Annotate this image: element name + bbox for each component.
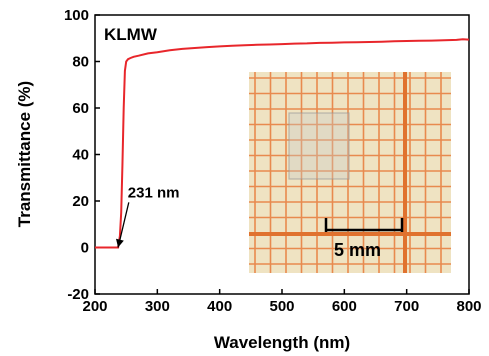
x-tick-label: 300 [145, 298, 170, 315]
y-tick-label: 80 [72, 54, 89, 71]
x-tick-label: 600 [332, 298, 357, 315]
y-tick-label: 40 [72, 147, 89, 164]
x-tick-label: 500 [269, 298, 294, 315]
sample-label: KLMW [104, 25, 158, 44]
y-axis-title: Transmittance (%) [15, 81, 34, 227]
y-tick-label: 20 [72, 193, 89, 210]
scale-bar [324, 218, 404, 232]
y-tick-label: 100 [64, 7, 89, 24]
x-tick-label: 700 [394, 298, 419, 315]
y-tick-label: 60 [72, 100, 89, 117]
x-tick-label: 800 [456, 298, 481, 315]
inset-photo: 5 mm [249, 72, 451, 273]
annotation-231nm-label: 231 nm [128, 184, 180, 201]
annotation-arrow-head [116, 238, 124, 248]
scale-bar-label: 5 mm [334, 240, 381, 260]
inset-grid-lines [249, 72, 451, 273]
x-axis-title: Wavelength (nm) [214, 333, 350, 352]
y-tick-label: -20 [67, 286, 89, 303]
x-tick-label: 200 [82, 298, 107, 315]
annotation-arrow [116, 202, 130, 248]
transmittance-series-line [95, 38, 470, 249]
y-tick-label: 0 [81, 240, 89, 257]
inset-crystal-sample [288, 112, 350, 180]
y-axis-ticks: -20 0 20 40 60 80 100 [64, 7, 100, 303]
inset-paper-background [249, 72, 451, 273]
x-axis-ticks: 200 300 400 500 600 700 800 [82, 289, 482, 315]
x-tick-label: 400 [207, 298, 232, 315]
